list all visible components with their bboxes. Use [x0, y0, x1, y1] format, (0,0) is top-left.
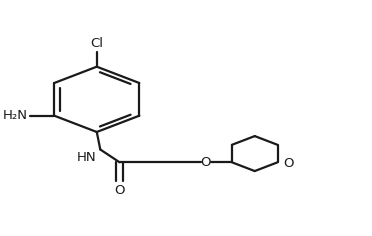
Text: HN: HN [77, 151, 97, 164]
Text: Cl: Cl [90, 37, 103, 50]
Text: O: O [201, 156, 211, 169]
Text: O: O [283, 157, 294, 170]
Text: H₂N: H₂N [3, 109, 28, 122]
Text: O: O [114, 184, 125, 197]
